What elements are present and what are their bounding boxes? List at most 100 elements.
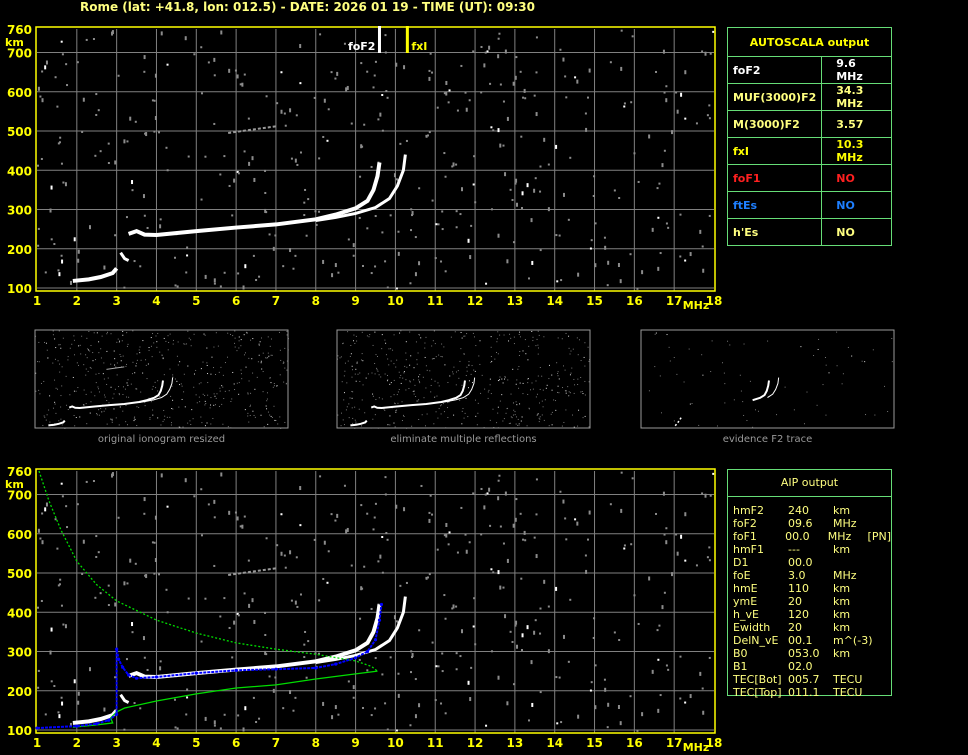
noise-echo [706,556,709,559]
noise-echo [461,337,463,339]
noise-echo [701,50,704,53]
noise-echo [499,525,502,528]
noise-echo [557,371,559,373]
thumbnail-caption: eliminate multiple reflections [390,434,537,445]
noise-echo [216,393,218,395]
thumbnail-frame [336,329,591,429]
noise-echo [443,92,446,95]
noise-echo [723,372,725,374]
noise-echo [217,345,219,347]
noise-echo [861,360,863,362]
noise-echo [152,414,154,416]
noise-echo [711,340,713,342]
noise-echo [143,55,146,60]
noise-echo [295,114,298,117]
noise-echo [539,190,542,193]
noise-echo [706,114,709,117]
x-tick-label: 15 [586,294,603,308]
noise-echo [62,181,65,184]
noise-echo [514,75,517,80]
noise-echo [529,389,531,391]
noise-echo [440,355,442,357]
noise-echo [238,336,240,338]
noise-echo [548,378,550,380]
noise-echo [480,91,483,94]
noise-echo [286,360,288,362]
noise-echo [204,597,207,600]
noise-echo [366,669,369,672]
aip-cell: TECU [833,673,863,686]
noise-echo [445,91,448,96]
noise-echo [418,418,420,420]
noise-echo [267,352,269,354]
noise-echo [565,390,567,392]
noise-echo [111,30,114,35]
noise-echo [118,386,120,388]
noise-echo [739,374,741,376]
noise-echo [376,369,378,371]
noise-echo [358,216,361,219]
noise-echo [665,540,668,545]
noise-echo [95,93,98,96]
noise-echo [455,384,457,386]
noise-echo [379,554,382,559]
noise-echo [515,423,517,425]
noise-echo [62,623,65,626]
aip-row: B0 053.0 km [728,647,891,660]
profile-upper-curve [38,470,378,672]
noise-echo [490,361,492,363]
autoscaled-point [353,656,358,660]
noise-echo [434,396,436,398]
noise-echo [465,397,467,399]
noise-echo [345,409,347,411]
noise-echo [415,396,417,398]
noise-echo [55,347,57,349]
noise-echo [162,420,164,422]
noise-echo [38,341,40,343]
noise-echo [129,116,132,121]
noise-echo [284,421,286,423]
noise-echo [435,356,437,358]
noise-echo [607,702,610,707]
noise-echo [480,487,483,490]
noise-echo [630,543,633,546]
noise-echo [127,384,129,386]
noise-echo [248,380,250,382]
noise-echo [520,577,523,580]
noise-echo [483,63,486,68]
noise-echo [98,409,100,411]
noise-echo [502,382,504,384]
noise-echo [416,359,418,361]
noise-echo [271,354,273,356]
noise-echo [556,722,559,725]
noise-echo [543,419,545,421]
y-tick-label: 760 [7,465,32,479]
noise-echo [617,705,620,710]
noise-echo [372,344,374,346]
autoscala-row: M(3000)F2 3.57 [726,110,892,138]
noise-echo [474,201,477,204]
noise-echo [684,259,687,262]
noise-echo [54,518,57,521]
noise-echo [497,479,500,482]
noise-echo [594,263,597,268]
noise-echo [60,40,63,43]
noise-echo [154,116,157,121]
noise-echo [289,108,292,113]
noise-echo [103,410,105,412]
noise-echo [40,157,43,160]
noise-echo [559,48,562,51]
noise-echo [176,380,178,382]
noise-echo [134,120,137,123]
x-tick-label: 10 [387,294,404,308]
noise-echo [474,643,477,646]
noise-echo [133,260,136,263]
noise-echo [474,399,476,401]
noise-echo [61,53,64,56]
noise-echo [213,499,216,504]
noise-echo [455,668,458,671]
noise-echo [305,676,308,679]
noise-echo [101,335,103,337]
x-tick-label: 3 [112,736,120,750]
